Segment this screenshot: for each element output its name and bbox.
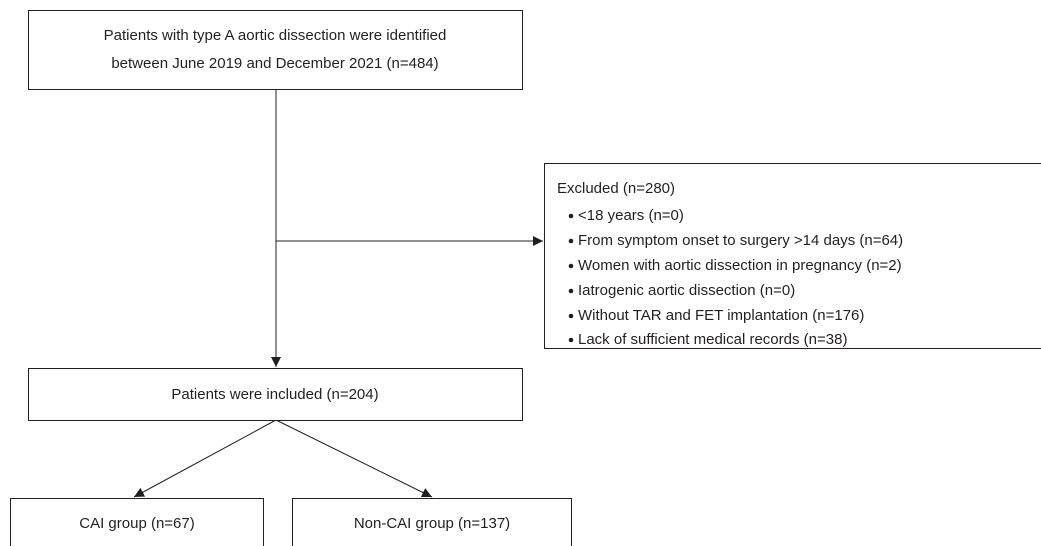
excluded-title: Excluded (n=280) <box>557 180 675 197</box>
included-box <box>28 368 523 421</box>
excluded-item: From symptom onset to surgery >14 days (… <box>578 232 903 249</box>
bullet <box>568 313 574 319</box>
bullet <box>568 288 574 294</box>
bullet <box>568 337 574 343</box>
excluded-item: Without TAR and FET implantation (n=176) <box>578 307 864 324</box>
non-cai-label: Non-CAI group (n=137) <box>354 515 510 532</box>
arrow-cai <box>133 419 277 498</box>
excluded-item: Iatrogenic aortic dissection (n=0) <box>578 282 795 299</box>
non-cai-box <box>292 498 572 546</box>
bullet <box>568 238 574 244</box>
identified-box <box>28 10 523 90</box>
cai-label: CAI group (n=67) <box>79 515 194 532</box>
excluded-item: <18 years (n=0) <box>578 207 684 224</box>
excluded-item: Women with aortic dissection in pregnanc… <box>578 257 902 274</box>
bullet <box>568 263 574 269</box>
identified-line: Patients with type A aortic dissection w… <box>104 27 447 44</box>
excluded-item: Lack of sufficient medical records (n=38… <box>578 331 847 348</box>
cai-box <box>10 498 264 546</box>
arrow-non-cai <box>275 419 433 498</box>
bullet <box>568 213 574 219</box>
identified-line: between June 2019 and December 2021 (n=4… <box>111 55 438 72</box>
excluded-list: <18 years (n=0) From symptom onset to su… <box>568 207 903 348</box>
excluded-box <box>544 163 1041 349</box>
included-label: Patients were included (n=204) <box>171 386 378 403</box>
